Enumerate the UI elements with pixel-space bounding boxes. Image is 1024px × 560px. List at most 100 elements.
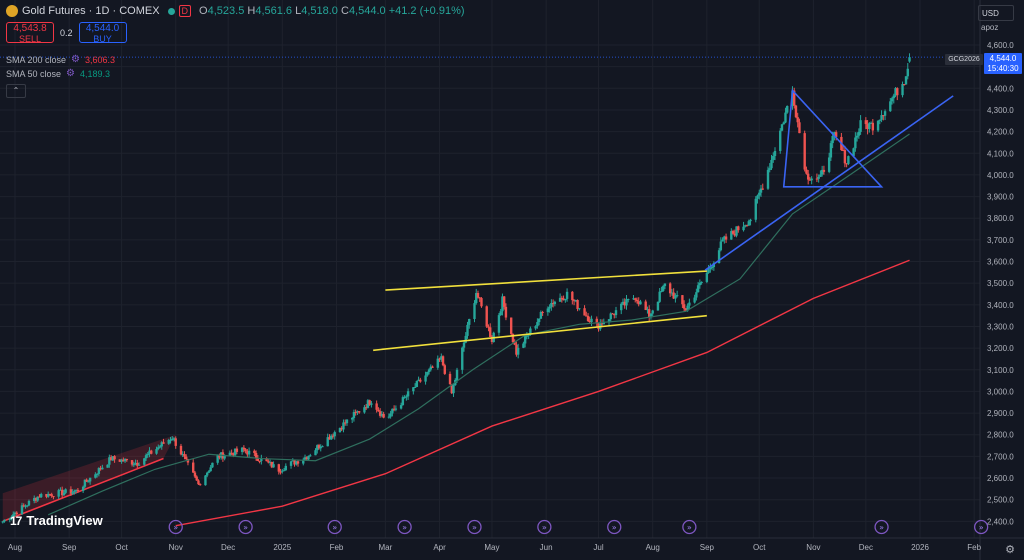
candle [473,303,476,319]
symbol-title[interactable]: Gold Futures · 1D · COMEX [22,5,160,17]
candle [501,296,504,312]
candle [330,435,333,440]
candle [282,470,286,472]
candle [489,327,492,337]
candle [784,112,787,123]
candle [253,450,256,453]
indicator-value: 4,189.3 [80,68,111,79]
candle [344,422,347,424]
candle [230,452,233,454]
candle [193,472,197,477]
candle [50,494,53,497]
candle [111,456,115,461]
indicator-value: 3,606.3 [85,54,116,65]
candle [841,150,845,152]
tradingview-logo[interactable]: 17 TradingView [10,513,103,528]
candle [883,111,887,116]
y-tick-label: 2,400.0 [987,517,1014,526]
candle [455,369,459,380]
candle [192,462,195,473]
settings-gear-icon[interactable]: ⚙ [71,54,81,65]
buy-button[interactable]: 4,544.0 BUY [78,22,127,44]
event-marker-glyph: » [402,523,407,532]
candle [12,514,15,517]
candle [399,405,403,409]
candle [291,460,294,462]
candle [768,168,771,170]
indicator-sma50[interactable]: SMA 50 close ⚙ 4,189.3 [6,68,110,79]
candle [504,306,508,318]
candle [8,518,11,520]
candle [529,328,532,335]
candle [413,386,417,388]
event-marker-icon[interactable] [874,519,889,535]
candle [232,453,235,456]
candle [744,225,747,227]
candle [852,148,855,157]
candle [364,407,368,409]
sell-button[interactable]: 4,543.8 SELL [6,22,54,44]
candle [668,283,672,294]
event-marker-icon[interactable] [327,519,342,535]
settings-gear-icon[interactable]: ⚙ [66,68,75,79]
candle [256,458,260,462]
event-marker-icon[interactable] [537,519,552,535]
chevron-up-icon[interactable]: ⌃ [6,84,26,98]
triangle-pattern [782,88,884,188]
candle [859,120,862,132]
chart-settings-gear-icon[interactable]: ⚙ [1005,544,1015,556]
indicator-sma200[interactable]: SMA 200 close ⚙ 3,606.3 [6,54,115,65]
candle [132,464,136,466]
candle [658,291,661,302]
candle [682,304,686,309]
candle [172,438,176,440]
candle [822,169,826,172]
event-marker-icon[interactable] [607,519,622,535]
y-tick-label: 3,000.0 [987,387,1014,396]
candle [705,272,709,282]
candle [198,484,202,486]
event-marker-icon[interactable] [168,519,183,535]
x-tick-label: Aug [646,543,660,552]
event-marker-icon[interactable] [682,519,697,535]
candle [64,489,67,493]
candle [71,491,74,494]
event-marker-icon[interactable] [397,519,412,535]
scale-mode[interactable]: apoz [981,23,999,32]
candle [731,231,735,234]
tradingview-mark-icon: 17 [10,513,22,528]
currency-select[interactable]: USD [978,5,1014,21]
candle [162,442,165,444]
candle [233,448,237,456]
candle [810,178,813,181]
symbol-header[interactable]: Gold Futures · 1D · COMEX D O4,523.5 H4,… [6,5,465,17]
candle [340,428,343,430]
candle [270,461,274,468]
tradingview-wordmark: TradingView [26,513,103,528]
candle [754,198,757,220]
candle [565,291,569,299]
event-marker-icon[interactable] [973,519,989,535]
candle [158,446,162,448]
x-tick-label: Nov [169,543,183,552]
candle [672,292,675,299]
candle [585,315,588,317]
candle [576,300,579,309]
candle [571,291,574,301]
candle [894,88,897,96]
event-marker-icon[interactable] [467,519,482,535]
event-marker-glyph: » [612,523,617,532]
candle [541,311,544,313]
candle [551,302,555,305]
y-tick-label: 4,200.0 [987,128,1014,137]
candle [106,464,109,468]
candle [574,300,578,302]
candle [205,472,209,476]
x-tick-label: Oct [753,543,766,552]
candle [211,462,214,468]
event-marker-icon[interactable] [238,519,253,535]
candle [268,461,272,463]
sma50-line [47,133,910,516]
